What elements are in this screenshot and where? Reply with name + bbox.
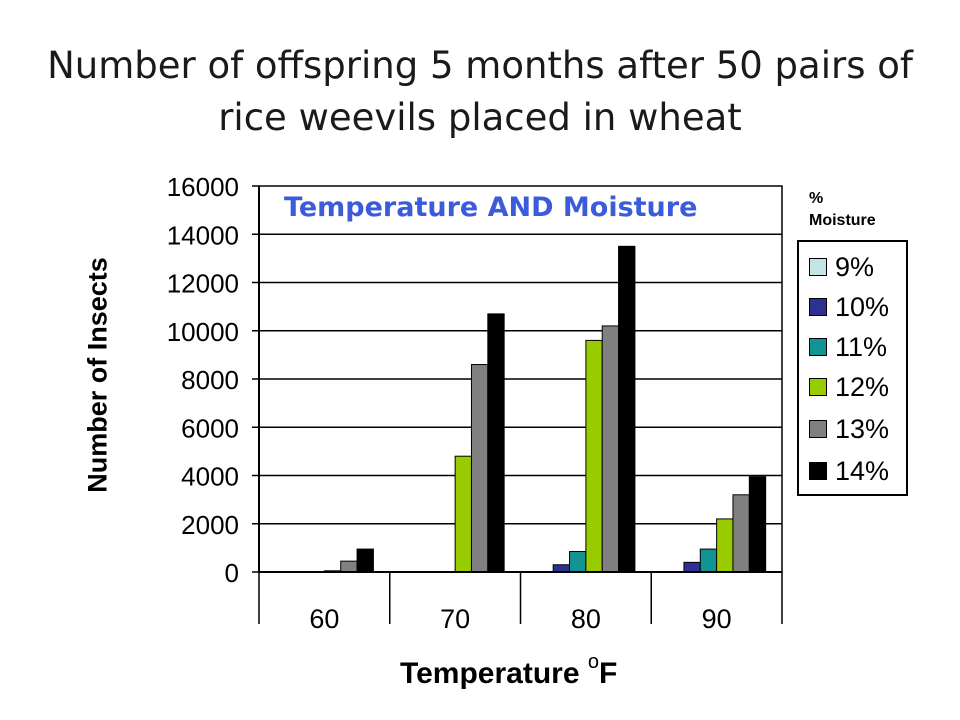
chart-title-line-1: Number of offspring 5 months after 50 pa… — [47, 44, 913, 87]
bar-90-13pct — [732, 494, 750, 573]
legend-item-12: 12% — [809, 372, 889, 402]
legend-swatch-10 — [809, 298, 827, 316]
bar-80-13pct — [601, 325, 620, 573]
x-axis-label: Temperature oF — [400, 651, 618, 691]
y-tick-label-16000: 16000 — [167, 172, 239, 202]
legend-label-13: 13% — [835, 414, 890, 444]
legend: 9% 10% 11% 12% 13% 14% — [797, 240, 908, 496]
x-axis-label-text: Temperature — [400, 657, 580, 690]
legend-swatch-14 — [809, 462, 827, 480]
legend-title: % Moisture — [809, 188, 876, 232]
chart-title-line-2: rice weevils placed in wheat — [218, 96, 742, 139]
y-tick-label-6000: 6000 — [181, 413, 239, 443]
legend-swatch-11 — [809, 338, 827, 356]
legend-item-10: 10% — [809, 292, 889, 322]
x-tick-label-80: 80 — [571, 604, 601, 634]
legend-label-10: 10% — [835, 292, 890, 322]
y-axis-label: Number of Insects — [82, 257, 113, 493]
bar-80-14pct — [618, 245, 636, 573]
y-tick-label-10000: 10000 — [167, 317, 239, 347]
y-tick-label-2000: 2000 — [181, 510, 239, 540]
y-tick-label-0: 0 — [225, 558, 239, 588]
legend-item-11: 11% — [809, 332, 887, 362]
legend-item-9: 9% — [809, 252, 874, 282]
x-tick-label-60: 60 — [309, 604, 339, 634]
bar-80-10pct — [552, 564, 571, 573]
legend-swatch-12 — [809, 378, 827, 396]
legend-title-line-1: % — [809, 190, 824, 207]
x-axis-unit-degree: o — [587, 651, 599, 673]
x-tick-label-90: 90 — [702, 604, 732, 634]
legend-swatch-9 — [809, 258, 827, 276]
legend-item-14: 14% — [809, 456, 889, 486]
bar-80-11pct — [569, 550, 587, 573]
legend-label-11: 11% — [835, 332, 888, 362]
y-tick-label-8000: 8000 — [181, 365, 239, 395]
y-tick-label-4000: 4000 — [181, 462, 239, 492]
x-axis-unit: F — [598, 657, 618, 690]
x-tick-label-70: 70 — [440, 604, 470, 634]
bar-90-10pct — [683, 561, 701, 573]
bar-70-13pct — [470, 364, 489, 573]
bar-60-14pct — [356, 548, 374, 573]
legend-swatch-13 — [809, 420, 827, 438]
bar-90-12pct — [716, 518, 734, 573]
bar-90-11pct — [699, 548, 718, 573]
bar-80-12pct — [585, 339, 603, 573]
legend-label-12: 12% — [835, 372, 890, 402]
y-tick-label-12000: 12000 — [167, 269, 239, 299]
legend-title-line-2: Moisture — [809, 212, 876, 229]
bar-70-12pct — [454, 455, 472, 573]
chart-annotation: Temperature AND Moisture — [284, 192, 698, 223]
legend-label-14: 14% — [835, 456, 890, 486]
chart-title: Number of offspring 5 months after 50 pa… — [0, 40, 960, 144]
bar-70-14pct — [487, 313, 505, 573]
bar-90-14pct — [748, 476, 767, 573]
bar-60-13pct — [340, 560, 358, 573]
y-tick-label-14000: 14000 — [167, 220, 239, 250]
legend-item-13: 13% — [809, 414, 889, 444]
legend-label-9: 9% — [835, 252, 875, 282]
